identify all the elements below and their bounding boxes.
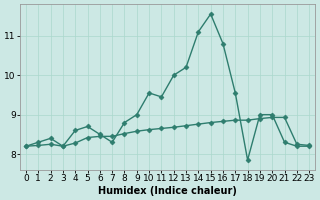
X-axis label: Humidex (Indice chaleur): Humidex (Indice chaleur): [98, 186, 237, 196]
